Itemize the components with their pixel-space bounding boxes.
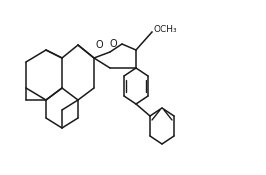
Text: O: O [95,40,103,50]
Text: OCH₃: OCH₃ [154,26,178,34]
Text: O: O [109,39,117,49]
